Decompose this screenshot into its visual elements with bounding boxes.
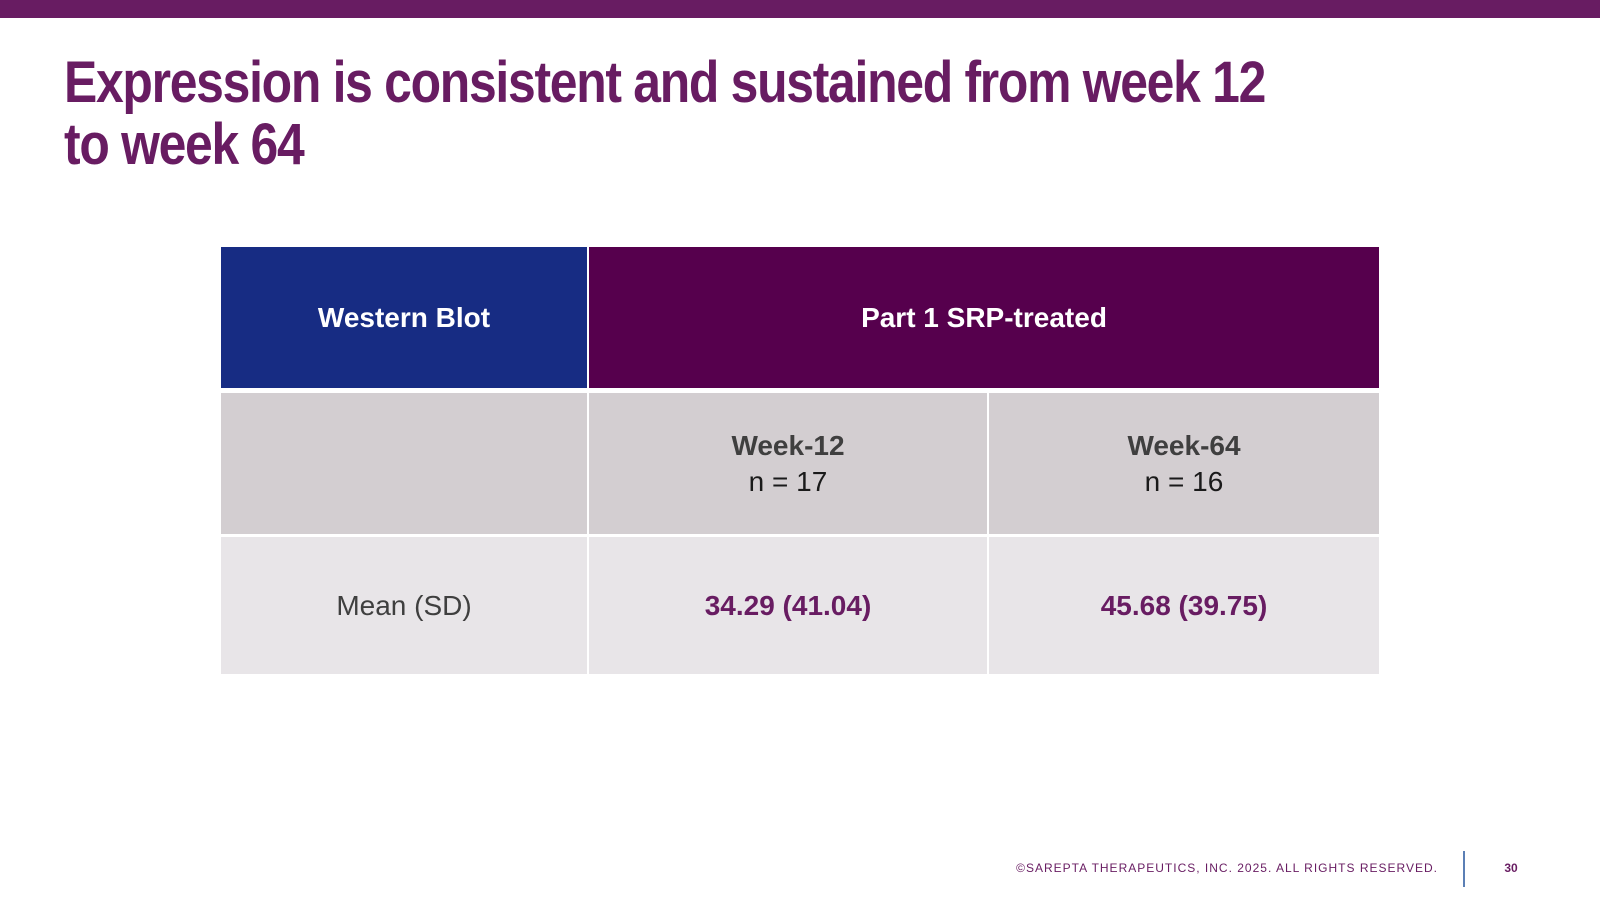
sample-size: n = 17 xyxy=(748,465,828,497)
slide-title-line: Expression is consistent and sustained f… xyxy=(64,50,1266,115)
table-header-western-blot: Western Blot xyxy=(221,247,587,388)
row-label: Mean (SD) xyxy=(336,589,472,621)
header-label: Western Blot xyxy=(317,301,491,333)
table-cell-week64-value: 45.68 (39.75) xyxy=(989,537,1379,674)
page-number: 30 xyxy=(1504,861,1518,875)
table-row-label: Mean (SD) xyxy=(221,537,587,674)
header-label: Part 1 SRP-treated xyxy=(861,301,1107,333)
slide-title: Expression is consistent and sustained f… xyxy=(64,52,1302,176)
footer-divider xyxy=(1463,851,1465,887)
week-label: Week-64 xyxy=(1127,429,1241,461)
table-subheader-empty xyxy=(221,393,587,534)
footer-copyright: ©SAREPTA THERAPEUTICS, INC. 2025. ALL RI… xyxy=(1016,861,1438,875)
week-label: Week-12 xyxy=(731,429,845,461)
table-header-part1-srp-treated: Part 1 SRP-treated xyxy=(589,247,1379,388)
slide-title-line: to week 64 xyxy=(64,112,305,177)
sample-size: n = 16 xyxy=(1144,465,1224,497)
top-accent-bar xyxy=(0,0,1600,18)
table-subheader-week64: Week-64 n = 16 xyxy=(989,393,1379,534)
table-cell-week12-value: 34.29 (41.04) xyxy=(589,537,987,674)
mean-sd-value: 45.68 (39.75) xyxy=(1100,589,1268,621)
table-subheader-week12: Week-12 n = 17 xyxy=(589,393,987,534)
mean-sd-value: 34.29 (41.04) xyxy=(704,589,872,621)
